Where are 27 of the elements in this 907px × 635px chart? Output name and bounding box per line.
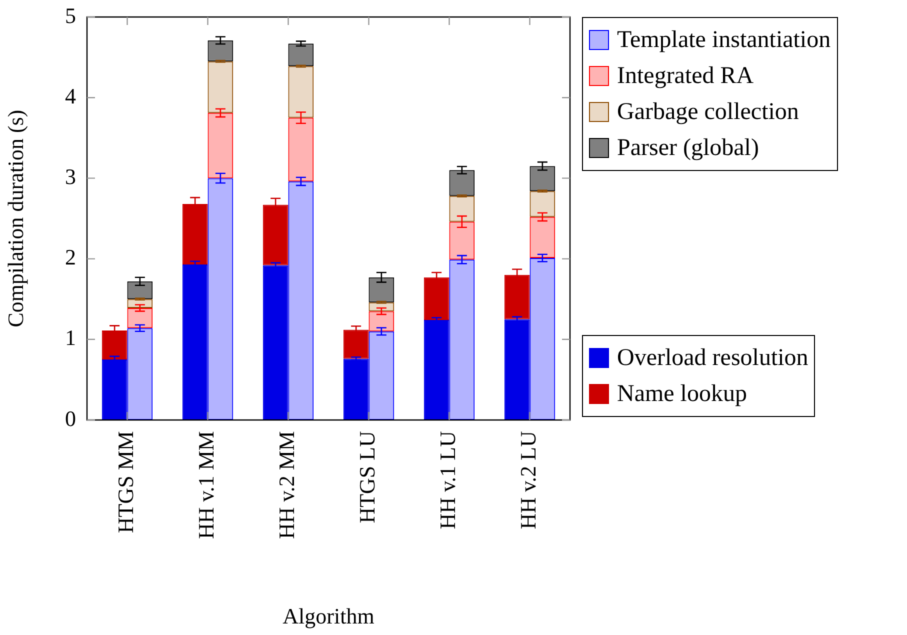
bar	[424, 320, 450, 420]
y-tick-label: 1	[65, 325, 76, 350]
legend-label: Garbage collection	[617, 98, 799, 126]
x-axis-title: Algorithm	[282, 604, 374, 629]
y-tick-label: 4	[65, 83, 76, 108]
y-tick-label: 2	[65, 244, 76, 270]
bar	[262, 265, 288, 420]
x-tick-label: HH v.1 LU	[435, 430, 460, 530]
y-tick-label: 3	[65, 164, 76, 189]
bar	[182, 264, 208, 420]
x-tick-label: HTGS MM	[113, 431, 138, 534]
legend-label: Parser (global)	[617, 134, 759, 162]
x-tick-label: HH v.2 MM	[274, 431, 300, 539]
y-tick-label: 0	[65, 406, 76, 431]
x-tick-label: HH v.1 MM	[194, 431, 219, 539]
bar	[343, 330, 369, 359]
legend-label: Integrated RA	[617, 62, 754, 90]
bar	[102, 360, 128, 420]
x-tick-label: HTGS LU	[354, 430, 380, 524]
bar	[343, 358, 369, 420]
x-tick-label: HH v.2 LU	[516, 430, 541, 530]
legend-label: Overload resolution	[617, 344, 808, 372]
y-axis-title: Compilation duration (s)	[2, 110, 28, 328]
legend-label: Name lookup	[617, 380, 747, 408]
bar	[504, 319, 530, 420]
y-tick-label: 5	[65, 2, 76, 28]
legend-label: Template instantiation	[617, 26, 831, 54]
